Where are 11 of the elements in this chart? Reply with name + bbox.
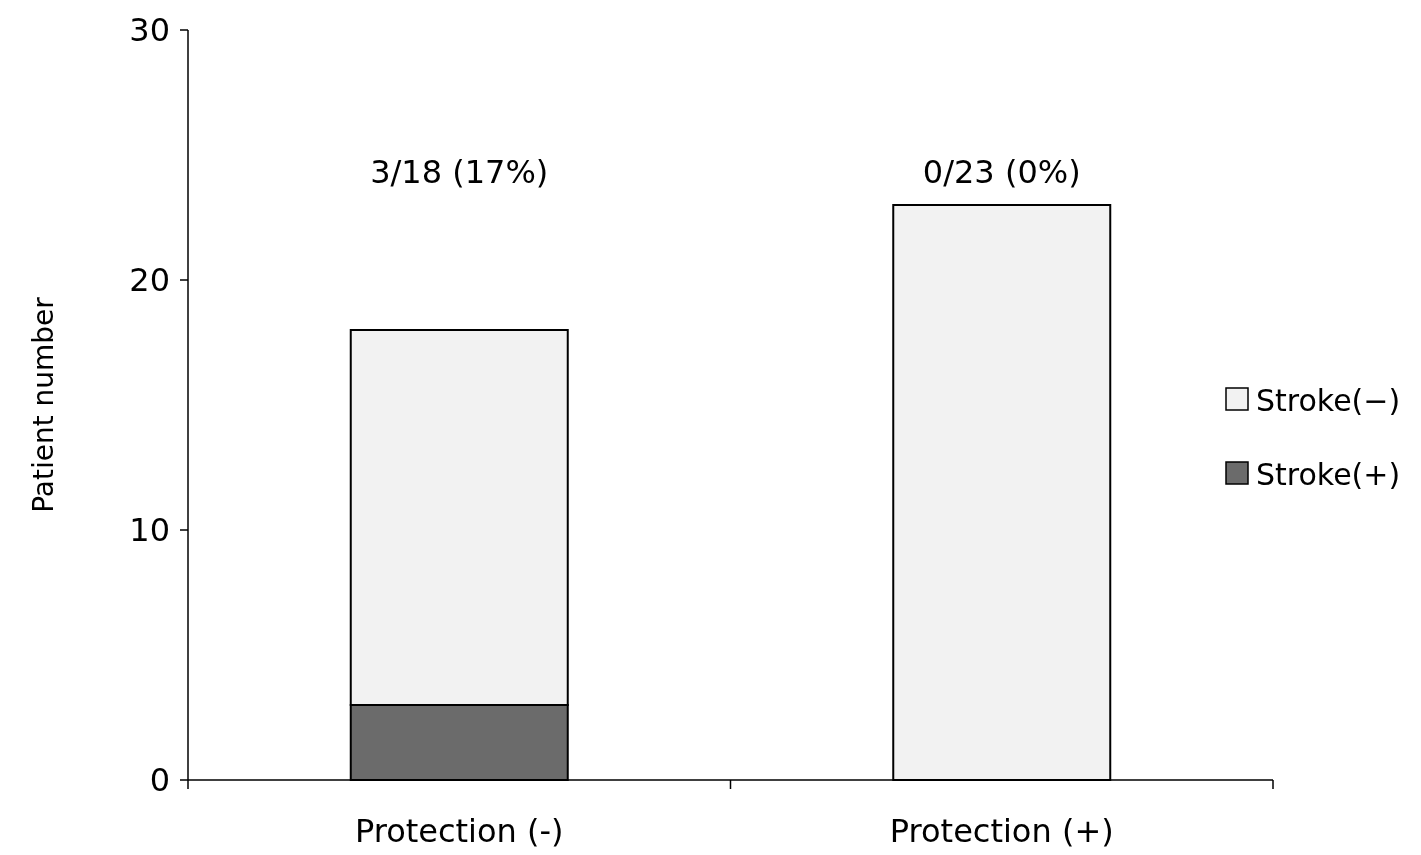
y-tick-label: 30 [129, 11, 170, 50]
legend-label: Stroke(+) [1256, 456, 1401, 492]
annotation: 0/23 (0%) [922, 153, 1081, 191]
x-tick-label: Protection (+) [889, 812, 1114, 850]
legend-label: Stroke(−) [1256, 382, 1401, 418]
y-tick-label: 20 [129, 261, 170, 300]
x-tick-label: Protection (-) [354, 812, 564, 850]
annotation: 3/18 (17%) [370, 153, 549, 191]
y-axis-title: Patient number [27, 296, 60, 513]
y-tick-label: 0 [149, 761, 170, 800]
y-tick-label: 10 [129, 511, 170, 550]
